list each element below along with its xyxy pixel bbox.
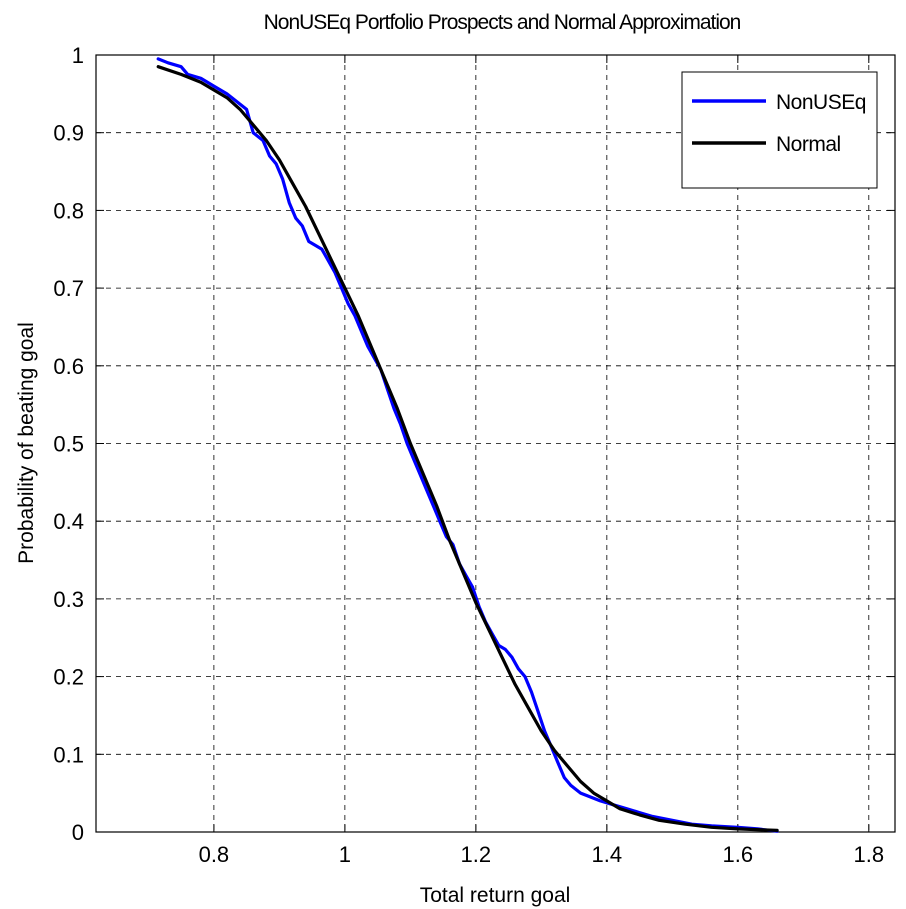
y-tick-label: 0 <box>72 820 84 845</box>
x-axis-title: Total return goal <box>420 884 571 907</box>
y-tick-label: 0.9 <box>53 121 84 146</box>
x-tick-label: 1.8 <box>854 842 885 867</box>
series-lines <box>156 57 779 833</box>
x-tick-label: 1.2 <box>461 842 492 867</box>
legend-box <box>681 71 878 189</box>
legend: NonUSEq Normal <box>681 71 878 189</box>
y-tick-label: 0.4 <box>53 509 84 534</box>
y-tick-label: 0.1 <box>53 742 84 767</box>
y-tick-label: 0.2 <box>53 665 84 690</box>
legend-label-nonuseq: NonUSEq <box>776 91 866 114</box>
x-tick-label: 1.6 <box>723 842 754 867</box>
legend-label-normal: Normal <box>776 133 841 156</box>
y-tick-label: 0.5 <box>53 432 84 457</box>
chart-title: NonUSEq Portfolio Prospects and Normal A… <box>264 11 741 34</box>
y-tick-label: 0.6 <box>53 354 84 379</box>
y-axis-title: Probability of beating goal <box>15 322 38 564</box>
series-line-normal <box>156 65 779 832</box>
y-tick-labels: 0 0.1 0.2 0.3 0.4 0.5 0.6 0.7 0.8 0.9 1 <box>53 43 84 845</box>
x-tick-label: 0.8 <box>199 842 230 867</box>
y-tick-label: 1 <box>72 43 84 68</box>
x-tick-label: 1.4 <box>592 842 623 867</box>
series-line-nonuseq <box>156 57 779 833</box>
y-tick-label: 0.8 <box>53 198 84 223</box>
x-tick-label: 1 <box>339 842 351 867</box>
tick-marks <box>96 54 895 833</box>
x-tick-labels: 0.8 1 1.2 1.4 1.6 1.8 <box>199 842 885 867</box>
y-tick-label: 0.3 <box>53 587 84 612</box>
y-tick-label: 0.7 <box>53 276 84 301</box>
